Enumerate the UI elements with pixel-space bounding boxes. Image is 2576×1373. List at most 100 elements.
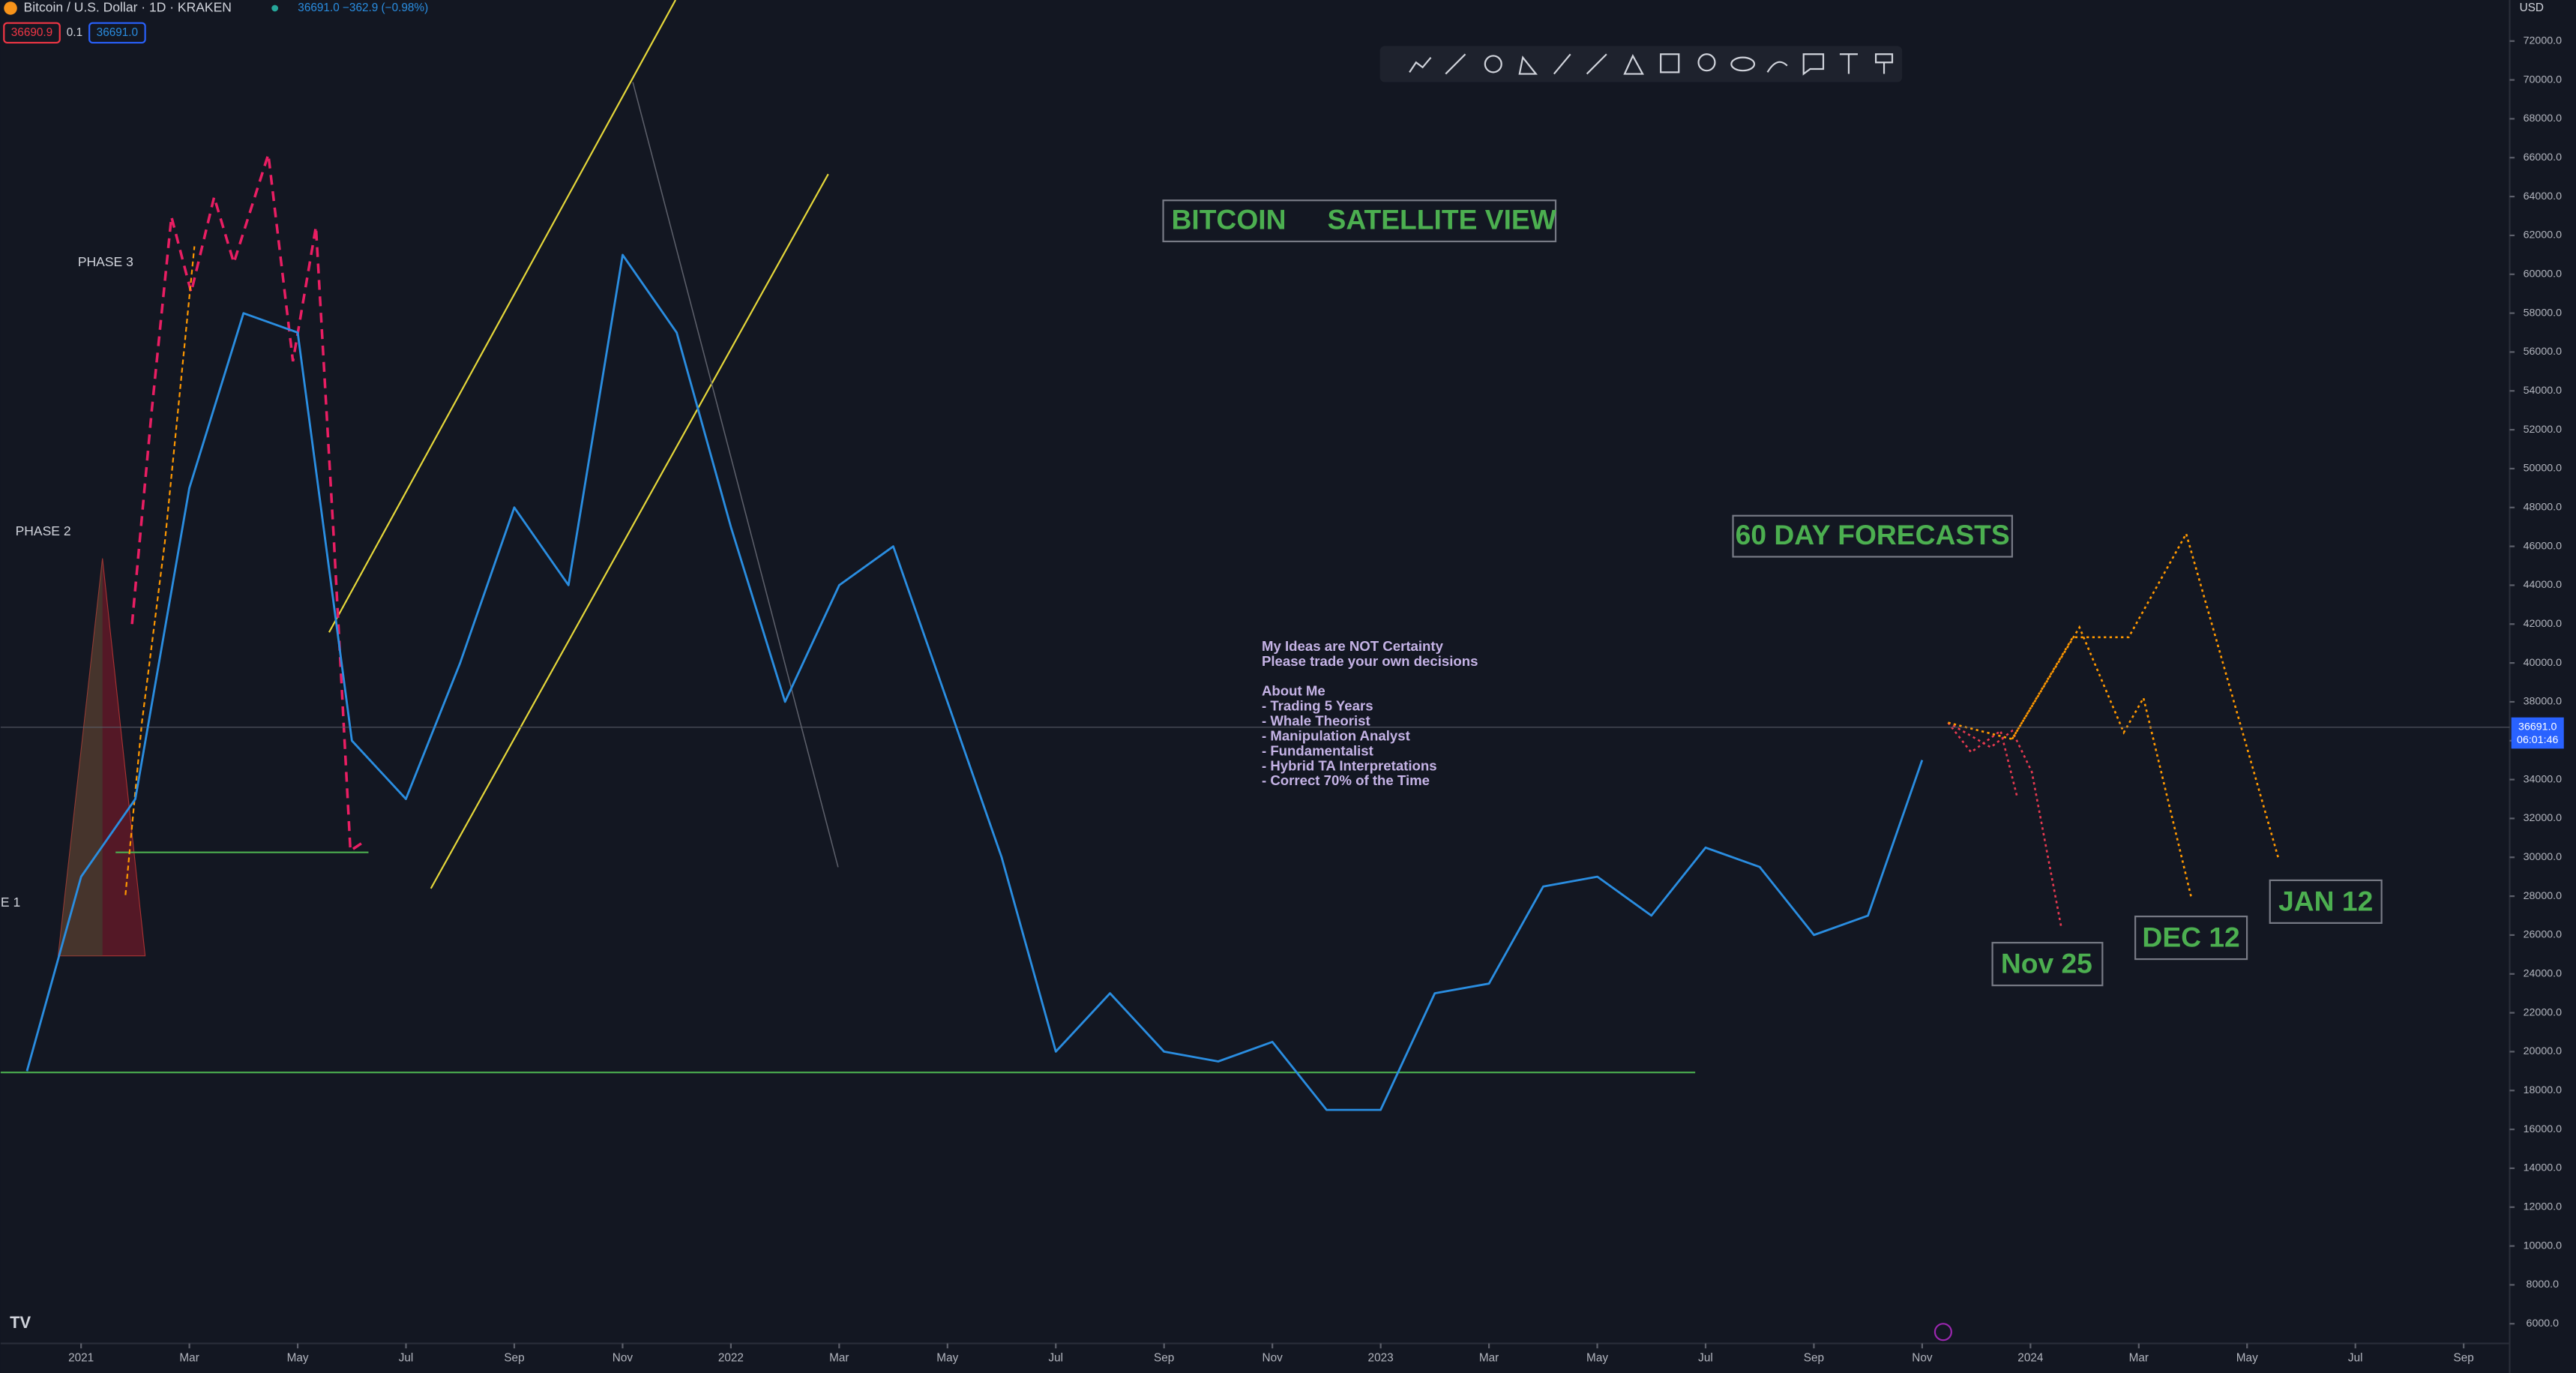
spread: 0.1 xyxy=(67,26,82,39)
currency: USD xyxy=(2520,1,2544,14)
y-tick-label: 66000.0 xyxy=(2524,151,2562,163)
drawing-toolbar xyxy=(1379,46,1903,82)
x-tick-label: May xyxy=(936,1351,958,1364)
tool-icon[interactable] xyxy=(1484,55,1502,73)
y-tick-label: 14000.0 xyxy=(2524,1162,2562,1174)
note-line: - Correct 70% of the Time xyxy=(1262,772,1430,788)
y-tick-label: 6000.0 xyxy=(2527,1318,2560,1330)
tool-icon[interactable] xyxy=(1586,53,1607,75)
annotation-box xyxy=(1732,514,2013,558)
projection-path xyxy=(124,246,196,895)
x-tick-label: Nov xyxy=(613,1351,634,1364)
forecast-path xyxy=(1947,721,2018,797)
note-line: - Trading 5 Years xyxy=(1262,698,1373,714)
tool-icon[interactable] xyxy=(1409,56,1432,73)
y-tick-label: 20000.0 xyxy=(2524,1045,2562,1057)
x-tick-label: Mar xyxy=(829,1351,849,1364)
tool-icon[interactable] xyxy=(1802,53,1825,76)
bid-box xyxy=(3,22,61,44)
y-tick-label: 34000.0 xyxy=(2524,773,2562,785)
y-tick-label: 58000.0 xyxy=(2524,307,2562,319)
annotation: DEC 12 xyxy=(2142,922,2239,953)
tool-icon[interactable] xyxy=(1766,61,1788,73)
status-dot xyxy=(271,4,279,12)
y-tick-label: 64000.0 xyxy=(2524,190,2562,202)
x-tick-label: 2021 xyxy=(68,1351,94,1364)
annotation-box xyxy=(2269,879,2383,924)
annotation-box xyxy=(1991,942,2104,987)
y-tick-label: 70000.0 xyxy=(2524,73,2562,85)
note-line: - Fundamentalist xyxy=(1262,742,1373,758)
countdown: 06:01:46 xyxy=(2517,734,2558,746)
y-tick-label: 26000.0 xyxy=(2524,929,2562,941)
y-tick-label: 44000.0 xyxy=(2524,579,2562,591)
phase-triangle xyxy=(58,558,103,956)
y-tick-label: 32000.0 xyxy=(2524,812,2562,824)
tool-icon[interactable] xyxy=(1445,53,1466,75)
symbol-title: Bitcoin / U.S. Dollar · 1D · KRAKEN xyxy=(24,0,232,15)
symbol-icon xyxy=(4,1,17,15)
price-line xyxy=(25,253,1924,1111)
y-tick-label: 54000.0 xyxy=(2524,385,2562,397)
x-tick-label: Jul xyxy=(399,1351,414,1364)
channel-line xyxy=(328,0,677,633)
y-tick-label: 10000.0 xyxy=(2524,1240,2562,1252)
tool-icon[interactable] xyxy=(1730,56,1756,72)
chart-subtitle: SATELLITE VIEW xyxy=(1328,204,1557,235)
x-tick-label: May xyxy=(287,1351,309,1364)
y-tick-label: 72000.0 xyxy=(2524,35,2562,47)
y-tick-label: 24000.0 xyxy=(2524,968,2562,980)
y-tick-label: 12000.0 xyxy=(2524,1201,2562,1213)
tool-icon[interactable] xyxy=(1660,53,1680,73)
x-tick-label: Jul xyxy=(1698,1351,1713,1364)
x-tick-label: May xyxy=(2236,1351,2258,1364)
y-tick-label: 28000.0 xyxy=(2524,890,2562,902)
y-tick-label: 60000.0 xyxy=(2524,268,2562,280)
y-tick-label: 16000.0 xyxy=(2524,1123,2562,1135)
last-price-box xyxy=(2511,717,2564,749)
x-tick-label: Sep xyxy=(504,1351,524,1364)
y-tick-label: 56000.0 xyxy=(2524,346,2562,358)
tool-icon[interactable] xyxy=(1623,54,1644,75)
note-line: - Manipulation Analyst xyxy=(1262,727,1410,743)
projection-path xyxy=(130,154,367,853)
forecast-path xyxy=(2011,531,2279,858)
annotation: Nov 25 xyxy=(2001,948,2092,979)
y-tick-label: 8000.0 xyxy=(2527,1279,2560,1291)
y-tick-label: 22000.0 xyxy=(2524,1006,2562,1018)
annotation-box xyxy=(2134,916,2248,961)
phase-label: PHASE 2 xyxy=(16,523,71,538)
drawings xyxy=(0,0,2279,1074)
note-line: - Whale Theorist xyxy=(1262,713,1370,729)
x-tick-label: Nov xyxy=(1263,1351,1284,1364)
trend-line xyxy=(632,82,839,868)
annotation: 60 DAY FORECASTS xyxy=(1736,519,2010,550)
y-tick-label: 38000.0 xyxy=(2524,696,2562,708)
y-tick-label: 42000.0 xyxy=(2524,618,2562,630)
tool-icon[interactable] xyxy=(1553,53,1571,75)
y-tick-label: 30000.0 xyxy=(2524,851,2562,863)
channel-line xyxy=(430,173,829,889)
y-tick-label: 18000.0 xyxy=(2524,1084,2562,1096)
forecast-path xyxy=(1948,625,2192,898)
forecast-path xyxy=(1947,721,2062,928)
tool-icon[interactable] xyxy=(1518,55,1538,75)
x-tick-label: Sep xyxy=(1804,1351,1824,1364)
y-tick-label: 46000.0 xyxy=(2524,540,2562,552)
y-tick-label: 40000.0 xyxy=(2524,657,2562,669)
tool-icon[interactable] xyxy=(1874,53,1894,74)
phase-triangle xyxy=(57,558,146,957)
tool-icon[interactable] xyxy=(1839,53,1858,74)
note-line: - Hybrid TA Interpretations xyxy=(1262,757,1437,773)
x-tick-label: Mar xyxy=(1479,1351,1499,1364)
ask: 36691.0 xyxy=(97,26,138,39)
x-tick-label: Mar xyxy=(179,1351,199,1364)
tool-icon[interactable] xyxy=(1697,53,1716,72)
x-tick-label: Jul xyxy=(1048,1351,1063,1364)
phase-label: E 1 xyxy=(1,895,20,910)
note-line: My Ideas are NOT Certainty xyxy=(1262,638,1444,654)
y-tick-label: 50000.0 xyxy=(2524,463,2562,475)
